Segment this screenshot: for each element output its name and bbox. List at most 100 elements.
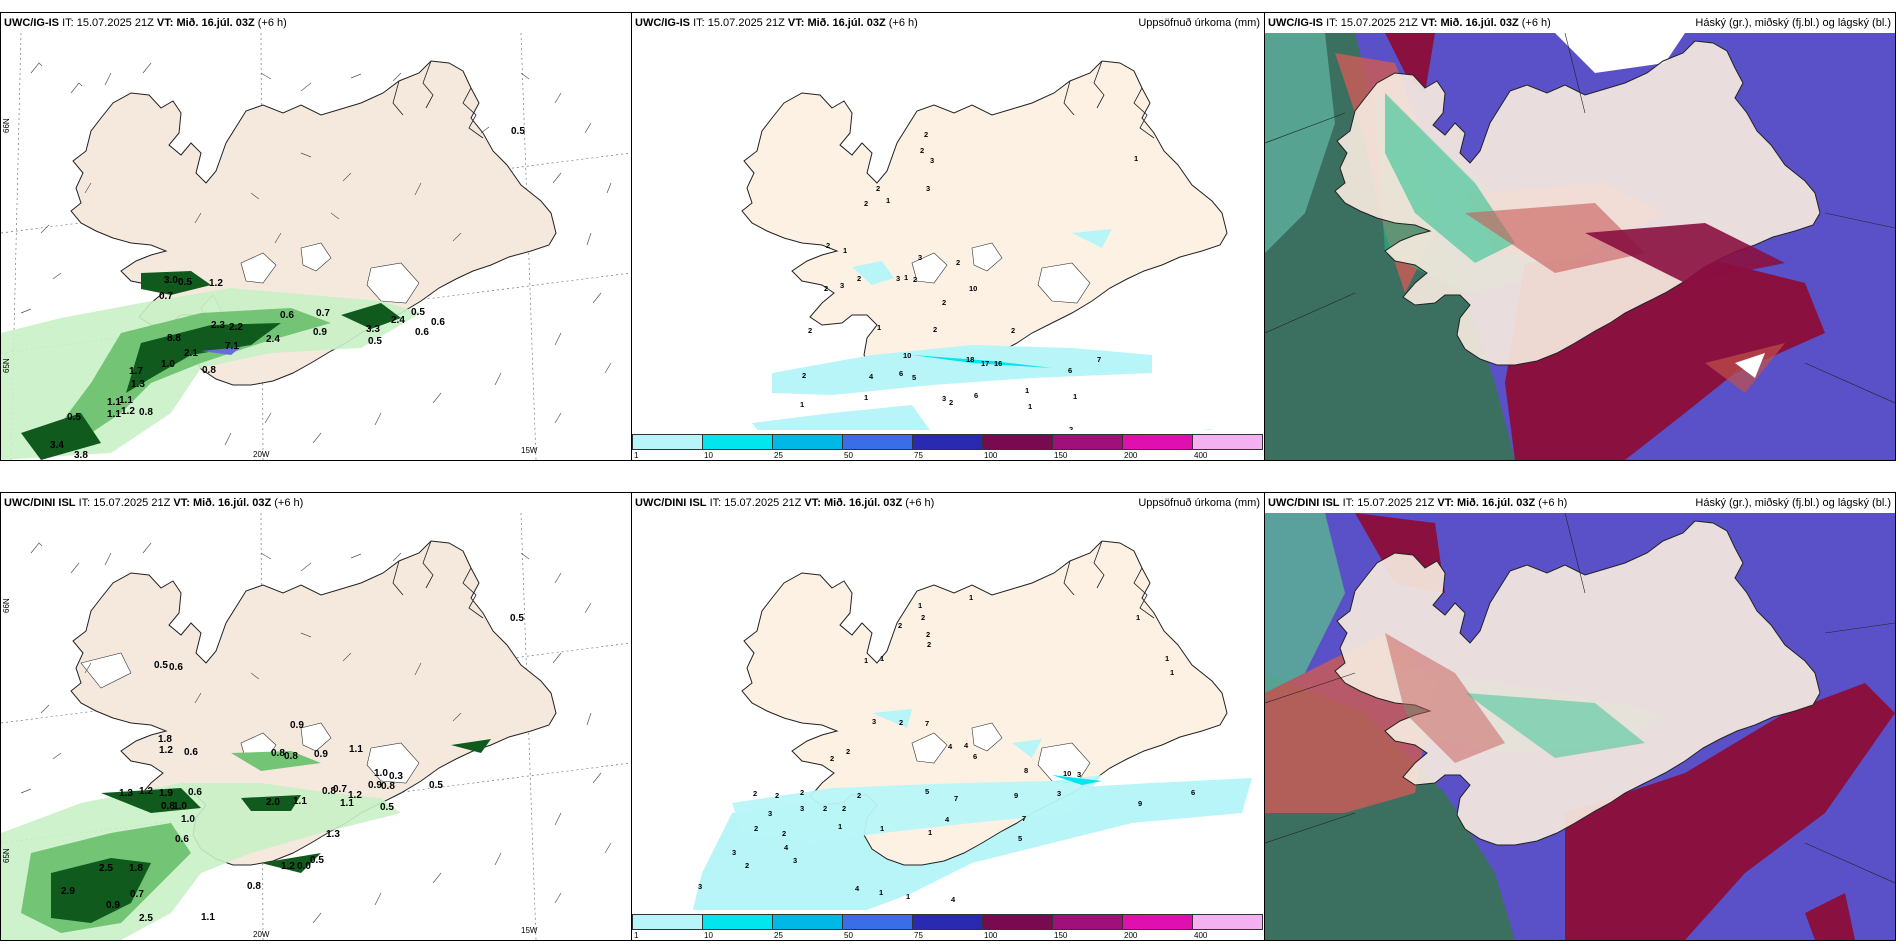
graticule: [1265, 33, 1895, 404]
value-label: 10: [969, 284, 977, 293]
value-label: 0.5: [380, 802, 394, 813]
value-label: 7: [925, 719, 929, 728]
value-label: 1: [906, 892, 910, 901]
value-label: 1.0: [374, 768, 388, 779]
value-label: 7: [1097, 355, 1101, 364]
value-label: 0.5: [429, 780, 443, 791]
model-name: UWC/IG-IS: [4, 17, 59, 29]
graticule: [1, 513, 631, 940]
colorbar-tick: 400: [1194, 451, 1208, 460]
panel-header: UWC/IG-IS IT: 15.07.2025 21Z VT: Mið. 16…: [632, 13, 1264, 33]
panel-bot-mid: UWC/DINI ISL IT: 15.07.2025 21Z VT: Mið.…: [631, 492, 1265, 941]
value-label: 3: [793, 856, 797, 865]
value-label: 1: [1028, 402, 1032, 411]
value-label: 1: [864, 393, 868, 402]
value-label: 2: [754, 824, 758, 833]
value-label: 0.7: [159, 291, 173, 302]
value-label: 1: [969, 593, 973, 602]
value-label: 2: [933, 325, 937, 334]
accumulated-precip-map: 1 1 2 2 1 2 2 1 1 1 1 3 2 7 4 4 6 2 2 8 10 3 5 2 2 2 2 9 3 6 7 9 3 2 2 3 7 4 2…: [632, 513, 1262, 940]
colorbar-swatch: [702, 434, 773, 450]
value-label: 4: [784, 843, 789, 852]
vt-label: VT:: [787, 17, 805, 29]
it-label: IT:: [709, 497, 722, 509]
map-title: Uppsöfnuð úrkoma (mm): [1138, 497, 1260, 509]
value-label: 2: [921, 613, 925, 622]
value-label: 2: [824, 284, 828, 293]
value-label: 1: [904, 273, 908, 282]
value-label: 6: [973, 752, 977, 761]
value-label: 1.0: [161, 359, 175, 370]
panel-bot-left: UWC/DINI ISL IT: 15.07.2025 21Z VT: Mið.…: [0, 492, 632, 941]
value-label: 1.7: [129, 366, 143, 377]
it-value: 15.07.2025 21Z: [724, 497, 802, 509]
value-label: 2: [864, 199, 868, 208]
value-label: 1.3: [119, 788, 133, 799]
panel-header: UWC/DINI ISL IT: 15.07.2025 21Z VT: Mið.…: [1, 493, 631, 513]
wind-barbs: [20, 62, 612, 446]
value-label: 0.5: [310, 855, 324, 866]
it-value: 15.07.2025 21Z: [76, 17, 154, 29]
value-label: 0.3: [389, 771, 403, 782]
value-label: 2.5: [139, 913, 153, 924]
value-label: 2: [842, 804, 846, 813]
colorbar-swatch: [982, 434, 1053, 450]
value-label: 1: [864, 656, 868, 665]
value-label: 8.8: [167, 333, 181, 344]
value-label: 3: [918, 253, 922, 262]
value-label: 3: [872, 717, 876, 726]
axis-lat66: 66N: [2, 118, 11, 133]
model-name: UWC/DINI ISL: [1268, 497, 1340, 509]
value-label: 2: [857, 274, 861, 283]
value-label: 1.2: [121, 406, 135, 417]
colorbar-tick: 150: [1054, 931, 1068, 940]
vt-value: Mið. 16.júl. 03Z: [823, 497, 903, 509]
panel-bot-right: UWC/DINI ISL IT: 15.07.2025 21Z VT: Mið.…: [1264, 492, 1896, 941]
axis-lon20: 20W: [253, 450, 270, 459]
value-label: 2.4: [266, 334, 280, 345]
value-label: 1: [918, 601, 922, 610]
panel-header: UWC/DINI ISL IT: 15.07.2025 21Z VT: Mið.…: [632, 493, 1264, 513]
value-label: 8: [1024, 766, 1028, 775]
value-label: 2: [1069, 425, 1073, 434]
colorbar: 1 10 25 50 75 100 150 200 400: [632, 430, 1263, 460]
value-label: 4: [951, 895, 956, 904]
value-label: 1: [880, 654, 884, 663]
value-label: 0.8: [381, 781, 395, 792]
value-label: 7.1: [225, 341, 239, 352]
value-label: 9: [1014, 791, 1018, 800]
vt-label: VT:: [804, 497, 821, 509]
value-label: 0.8: [139, 407, 153, 418]
colorbar-swatch: [982, 914, 1053, 930]
vt-value: Mið. 16.júl. 03Z: [807, 17, 886, 29]
colorbar-swatch: [1052, 914, 1123, 930]
value-label: 1: [1025, 386, 1029, 395]
accum-shading: [732, 709, 1102, 843]
it-label: IT:: [1326, 17, 1338, 29]
value-label: 17: [981, 359, 989, 368]
value-label: 3: [896, 274, 900, 283]
value-label: 0.6: [188, 787, 202, 798]
value-label: 3: [698, 882, 702, 891]
value-label: 1.1: [293, 796, 307, 807]
panel-header: UWC/DINI ISL IT: 15.07.2025 21Z VT: Mið.…: [1265, 493, 1895, 513]
value-label: 2: [924, 130, 928, 139]
colorbar-tick: 10: [704, 931, 713, 940]
value-label: 1: [880, 824, 884, 833]
colorbar-swatch: [912, 434, 983, 450]
precip-value-labels: 0.53.0 0.5 1.20.70.6 0.72.3 2.2 0.90.50.60.62…: [50, 126, 525, 460]
value-label: 2: [876, 184, 880, 193]
value-label: 1: [1134, 154, 1138, 163]
value-label: 2: [949, 398, 953, 407]
map-title: Uppsöfnuð úrkoma (mm): [1138, 17, 1260, 29]
vt-value: Mið. 16.júl. 03Z: [176, 17, 255, 29]
value-label: 9: [1138, 799, 1142, 808]
axis-lat66: 66N: [2, 598, 11, 613]
colorbar-swatch: [632, 914, 703, 930]
panel-top-left: UWC/IG-IS IT: 15.07.2025 21Z VT: Mið. 16…: [0, 12, 632, 461]
value-label: 3: [942, 394, 946, 403]
value-label: 0.5: [154, 660, 168, 671]
precip-wind-map: 66N 65N 20W 15W 0.5 0.5 0.6 0.9 1.8 1.2 0.6 0.8…: [1, 513, 631, 940]
